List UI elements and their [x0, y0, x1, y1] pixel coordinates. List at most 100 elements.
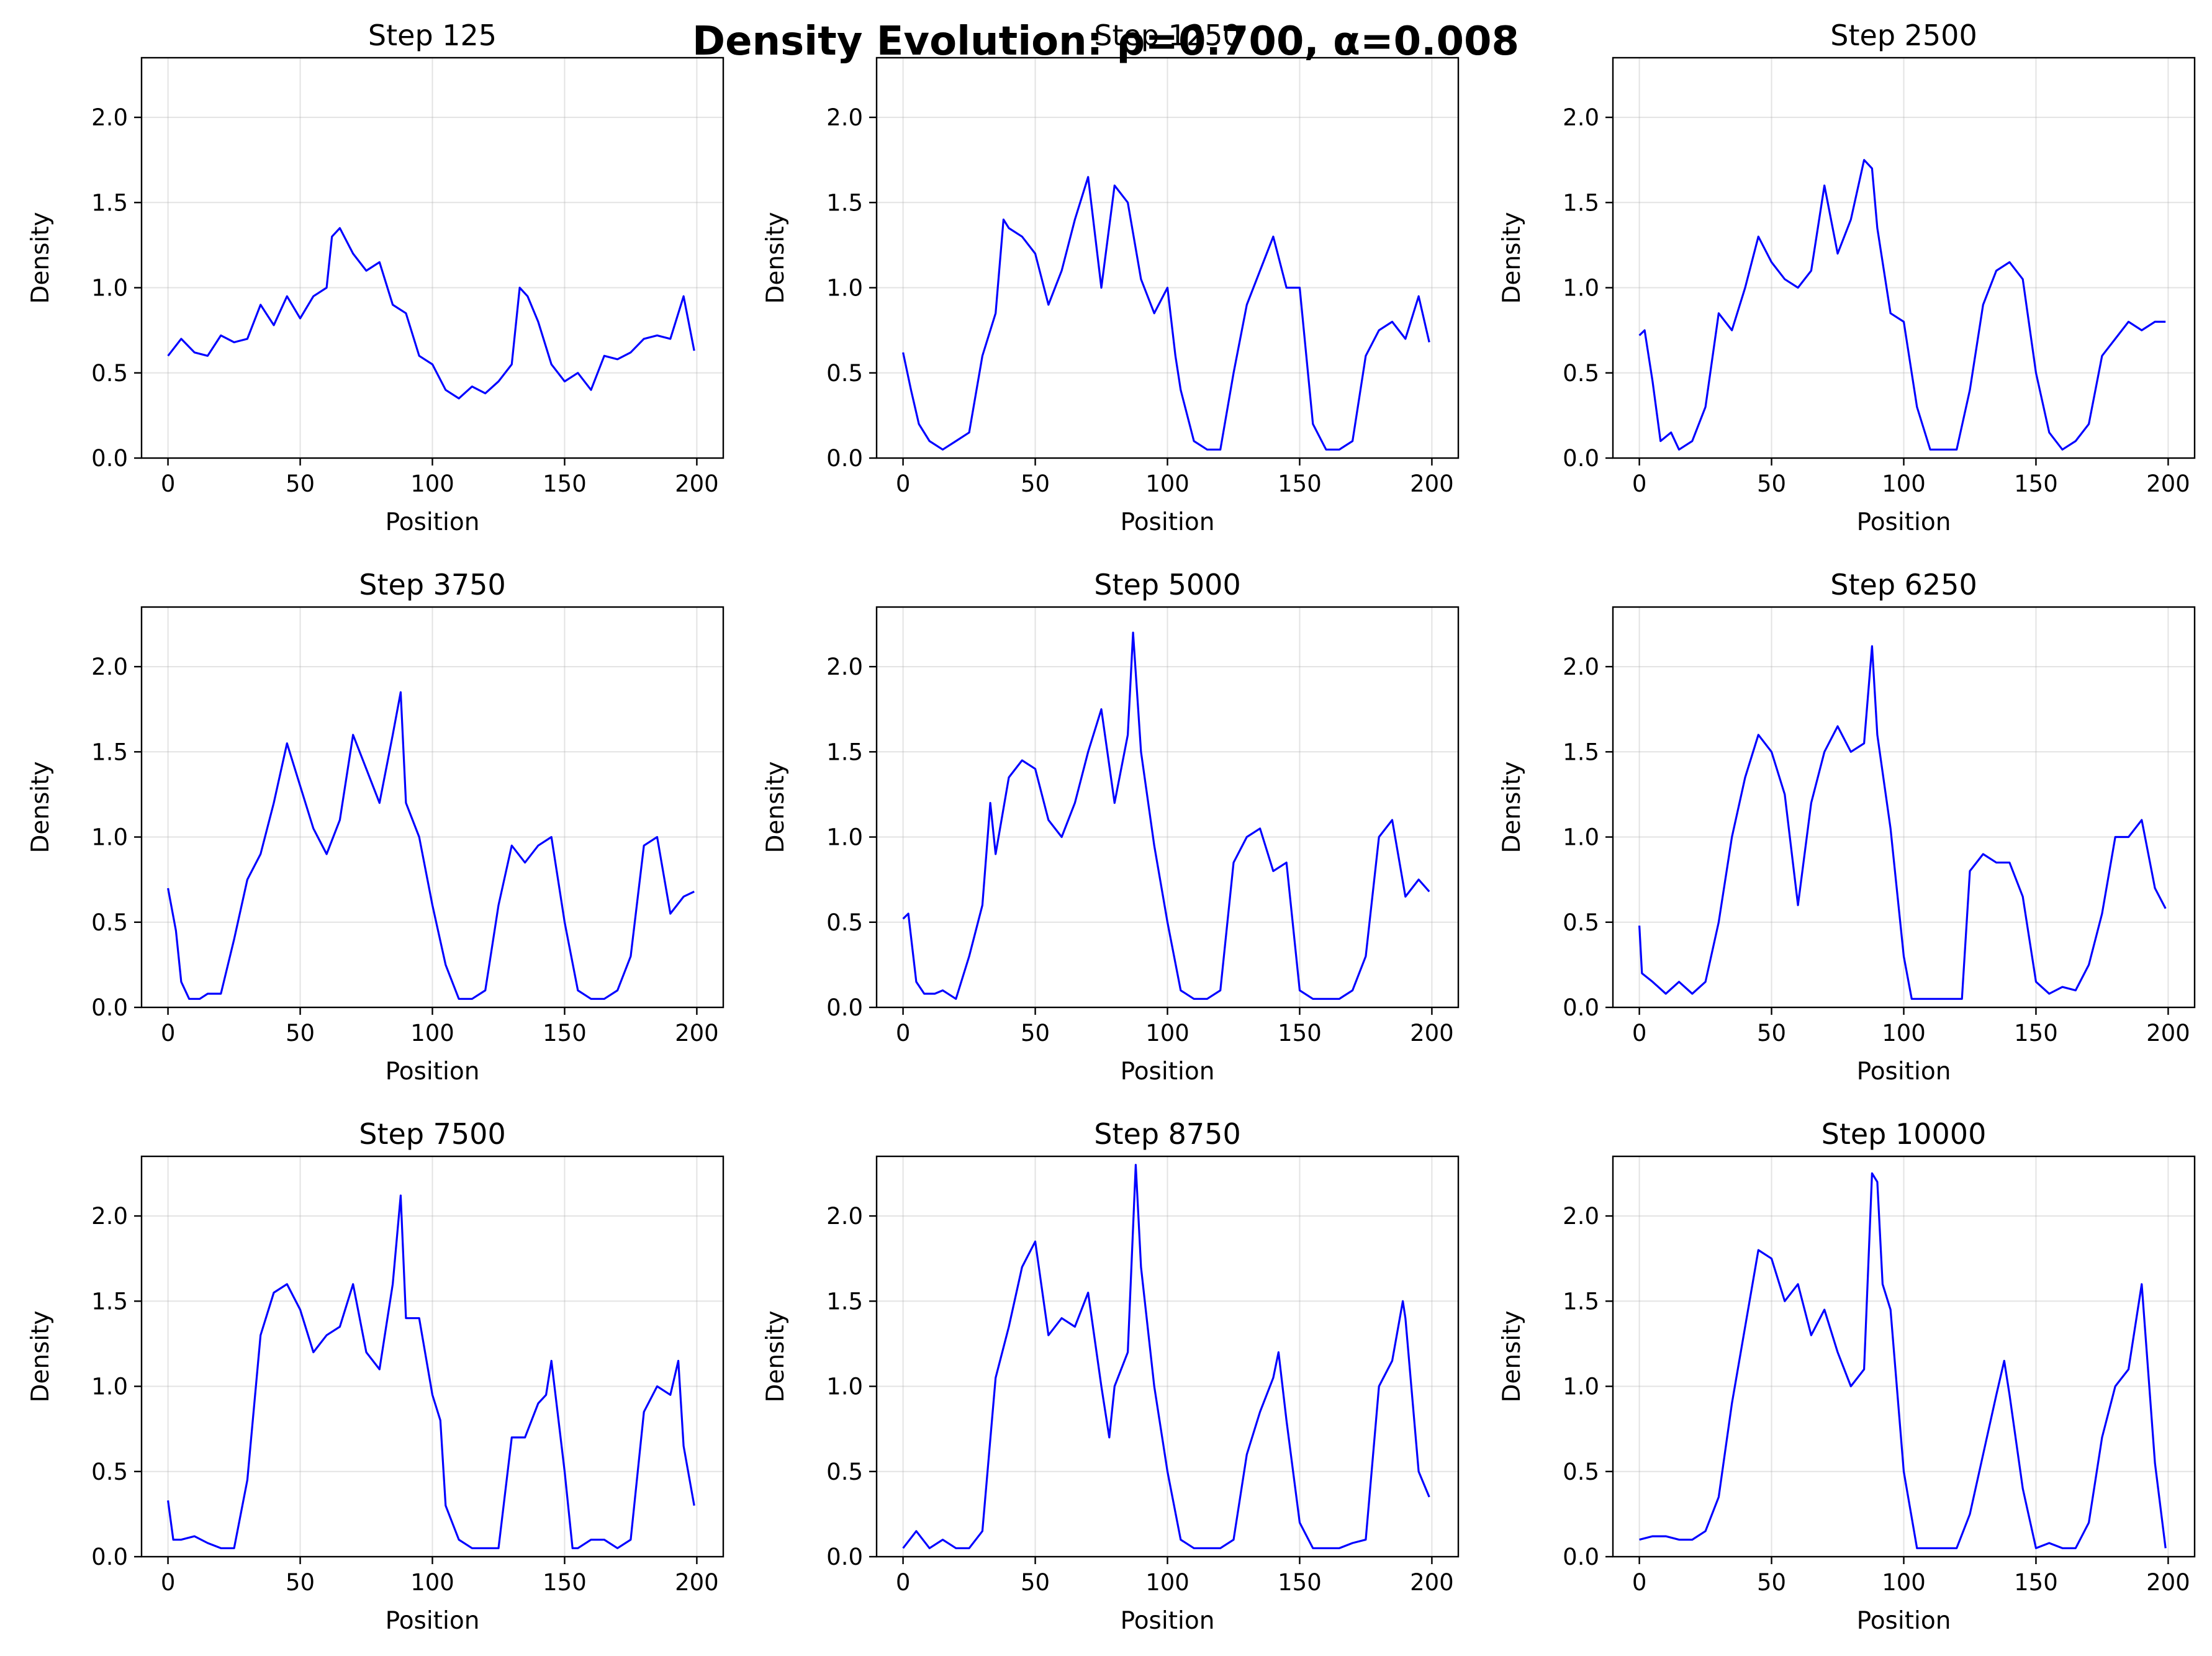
x-tick-label: 50 [1757, 470, 1786, 497]
y-tick-label: 1.5 [91, 739, 128, 765]
y-tick-label: 0.0 [91, 1544, 128, 1570]
x-tick-label: 0 [896, 1020, 911, 1046]
y-tick-label: 1.5 [91, 189, 128, 216]
x-axis-label: Position [1121, 1607, 1215, 1635]
subplot-title: Step 125 [368, 19, 497, 52]
y-tick-label: 1.0 [91, 275, 128, 302]
x-tick-label: 200 [1410, 1020, 1454, 1046]
y-tick-label: 1.0 [1563, 275, 1599, 302]
y-axis-label: Density [27, 1310, 55, 1402]
y-tick-label: 1.0 [826, 1374, 863, 1400]
subplot-1: 0 50 100 150 200 0.0 0.5 1.0 1.5 2.0 Step 125 Posit… [27, 19, 725, 536]
y-tick-label: 0.5 [1563, 909, 1599, 936]
x-tick-label: 50 [286, 1569, 315, 1596]
x-tick-label: 0 [161, 470, 176, 497]
subplot-9: 0 50 100 150 200 0.0 0.5 1.0 1.5 2.0 Step 10000 Pos… [1498, 1117, 2196, 1635]
y-axis-label: Density [27, 212, 55, 304]
x-tick-label: 150 [1278, 1020, 1322, 1046]
x-tick-label: 0 [896, 470, 911, 497]
y-tick-label: 1.0 [1563, 1374, 1599, 1400]
y-axis-label: Density [762, 1310, 790, 1402]
x-tick-label: 200 [2146, 470, 2190, 497]
y-tick-label: 0.0 [826, 445, 863, 472]
y-tick-label: 0.5 [826, 909, 863, 936]
x-tick-label: 150 [543, 470, 587, 497]
y-tick-label: 0.5 [1563, 360, 1599, 387]
figure-suptitle: Density Evolution: ρ=0.700, α=0.008 [692, 19, 1519, 65]
y-tick-label: 0.0 [826, 994, 863, 1021]
y-tick-label: 0.5 [91, 360, 128, 387]
subplot-7: 0 50 100 150 200 0.0 0.5 1.0 1.5 2.0 Step 7500 Posi… [27, 1117, 725, 1635]
subplot-4: 0 50 100 150 200 0.0 0.5 1.0 1.5 2.0 Step 3750 Posi… [27, 568, 725, 1086]
x-tick-label: 50 [1757, 1569, 1786, 1596]
density-line [167, 227, 695, 400]
x-axis-label: Position [1121, 1058, 1215, 1086]
x-axis-label: Position [386, 1607, 480, 1635]
x-tick-label: 0 [896, 1569, 911, 1596]
density-line [167, 1194, 695, 1549]
y-tick-label: 1.5 [1563, 1288, 1599, 1315]
y-axis-label: Density [762, 761, 790, 853]
x-tick-label: 50 [1021, 1020, 1050, 1046]
x-tick-label: 200 [1410, 470, 1454, 497]
x-tick-label: 150 [2014, 1020, 2058, 1046]
y-tick-label: 2.0 [91, 104, 128, 131]
x-axis-label: Position [1121, 508, 1215, 536]
x-tick-label: 100 [1882, 1569, 1926, 1596]
density-line [902, 1164, 1430, 1549]
y-tick-label: 0.0 [91, 994, 128, 1021]
subplot-grid: 0 50 100 150 200 0.0 0.5 1.0 1.5 2.0 Step 125 Posit… [27, 19, 2196, 1635]
y-tick-label: 1.5 [826, 1288, 863, 1315]
x-tick-label: 50 [1021, 470, 1050, 497]
y-tick-label: 1.0 [826, 824, 863, 851]
x-tick-label: 100 [1882, 1020, 1926, 1046]
x-tick-label: 100 [410, 1020, 454, 1046]
x-axis-label: Position [1857, 508, 1951, 536]
x-tick-label: 50 [286, 1020, 315, 1046]
y-tick-label: 0.0 [1563, 445, 1599, 472]
y-tick-label: 0.5 [1563, 1459, 1599, 1485]
y-tick-label: 1.5 [1563, 189, 1599, 216]
x-tick-label: 100 [410, 470, 454, 497]
y-axis-label: Density [762, 212, 790, 304]
density-line [1638, 645, 2167, 1000]
y-tick-label: 2.0 [91, 654, 128, 680]
subplot-title: Step 5000 [1094, 568, 1240, 601]
x-axis-label: Position [386, 508, 480, 536]
subplot-8: 0 50 100 150 200 0.0 0.5 1.0 1.5 2.0 Step 8750 Posi… [762, 1117, 1460, 1635]
y-axis-label: Density [1498, 1310, 1526, 1402]
x-tick-label: 50 [1021, 1569, 1050, 1596]
y-tick-label: 0.5 [826, 1459, 863, 1485]
y-tick-label: 2.0 [826, 1203, 863, 1230]
y-tick-label: 0.5 [826, 360, 863, 387]
subplot-6: 0 50 100 150 200 0.0 0.5 1.0 1.5 2.0 Step 6250 Posi… [1498, 568, 2196, 1086]
subplot-title: Step 3750 [359, 568, 505, 601]
y-tick-label: 1.5 [826, 739, 863, 765]
y-axis-label: Density [27, 761, 55, 853]
y-tick-label: 2.0 [1563, 104, 1599, 131]
subplot-title: Step 2500 [1830, 19, 1977, 52]
x-tick-label: 200 [2146, 1020, 2190, 1046]
x-axis-label: Position [386, 1058, 480, 1086]
y-axis-label: Density [1498, 212, 1526, 304]
y-tick-label: 1.0 [91, 824, 128, 851]
y-tick-label: 2.0 [826, 104, 863, 131]
x-tick-label: 50 [1757, 1020, 1786, 1046]
subplot-title: Step 10000 [1822, 1117, 1987, 1151]
x-tick-label: 0 [161, 1020, 176, 1046]
y-tick-label: 1.0 [91, 1374, 128, 1400]
x-tick-label: 100 [1882, 470, 1926, 497]
subplot-title: Step 8750 [1094, 1117, 1240, 1151]
y-tick-label: 1.5 [1563, 739, 1599, 765]
y-tick-label: 1.0 [1563, 824, 1599, 851]
x-tick-label: 100 [1145, 470, 1190, 497]
x-tick-label: 150 [2014, 1569, 2058, 1596]
x-tick-label: 200 [675, 1020, 719, 1046]
x-tick-label: 0 [1632, 1020, 1647, 1046]
x-tick-label: 100 [1145, 1020, 1190, 1046]
density-line [902, 631, 1430, 1000]
x-axis-label: Position [1857, 1607, 1951, 1635]
y-tick-label: 1.0 [826, 275, 863, 302]
y-axis-label: Density [1498, 761, 1526, 853]
density-line [1638, 159, 2166, 451]
